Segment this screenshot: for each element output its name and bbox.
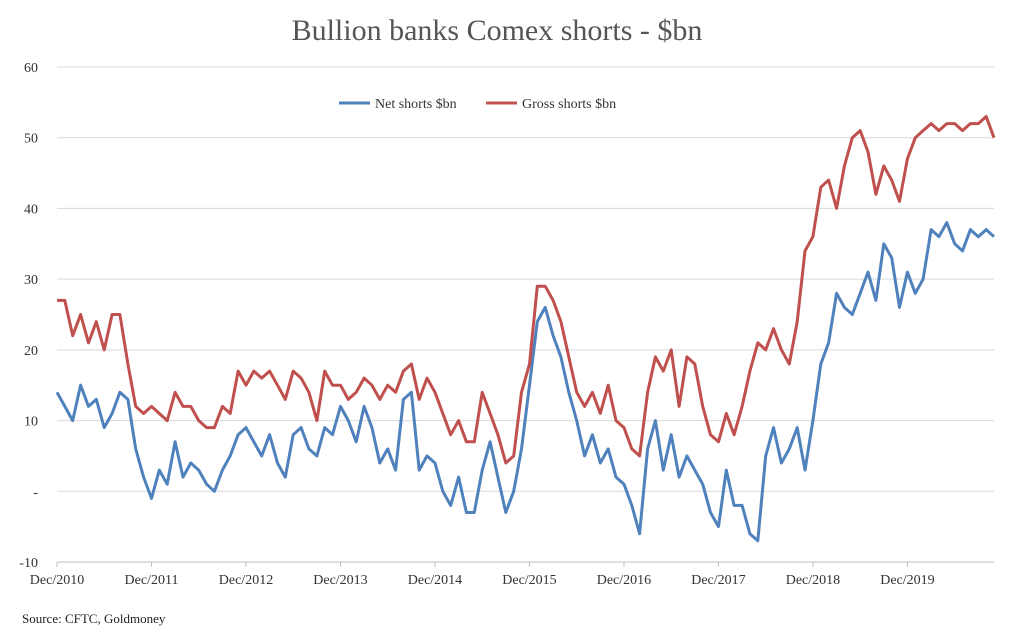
series-lines xyxy=(55,115,996,543)
y-tick-label: 60 xyxy=(24,61,38,76)
x-tick-label: Dec/2018 xyxy=(786,573,840,588)
x-tick-label: Dec/2015 xyxy=(502,573,556,588)
source-note: Source: CFTC, Goldmoney xyxy=(22,611,166,626)
x-tick-label: Dec/2012 xyxy=(219,573,273,588)
x-tick-label: Dec/2016 xyxy=(597,573,651,588)
legend-net-shorts-label: Net shorts $bn xyxy=(375,97,457,112)
x-tick-label: Dec/2019 xyxy=(880,573,934,588)
x-tick-label: Dec/2017 xyxy=(691,573,745,588)
chart-title: Bullion banks Comex shorts - $bn xyxy=(292,14,703,47)
x-tick-label: Dec/2013 xyxy=(313,573,367,588)
gross-shorts-line xyxy=(57,115,996,465)
y-tick-label: 30 xyxy=(24,273,38,288)
x-axis-tick-labels: Dec/2010 Dec/2011 Dec/2012 Dec/2013 Dec/2014… xyxy=(30,573,935,588)
x-axis xyxy=(56,561,994,567)
x-tick-label: Dec/2014 xyxy=(408,573,462,588)
x-tick-label: Dec/2010 xyxy=(30,573,84,588)
y-tick-label: 20 xyxy=(24,344,38,359)
y-tick-label: 10 xyxy=(24,415,38,430)
y-tick-label: 50 xyxy=(24,132,38,147)
x-tick-label: Dec/2011 xyxy=(125,573,179,588)
legend-gross-shorts-label: Gross shorts $bn xyxy=(522,97,616,112)
y-axis-tick-labels: 60 50 40 30 20 10 - -10 xyxy=(19,61,38,571)
legend: Net shorts $bn Gross shorts $bn xyxy=(339,97,616,112)
net-shorts-line xyxy=(55,221,996,543)
y-tick-label: 40 xyxy=(24,202,38,217)
y-tick-label: - xyxy=(33,485,38,500)
y-tick-label: -10 xyxy=(19,556,38,571)
